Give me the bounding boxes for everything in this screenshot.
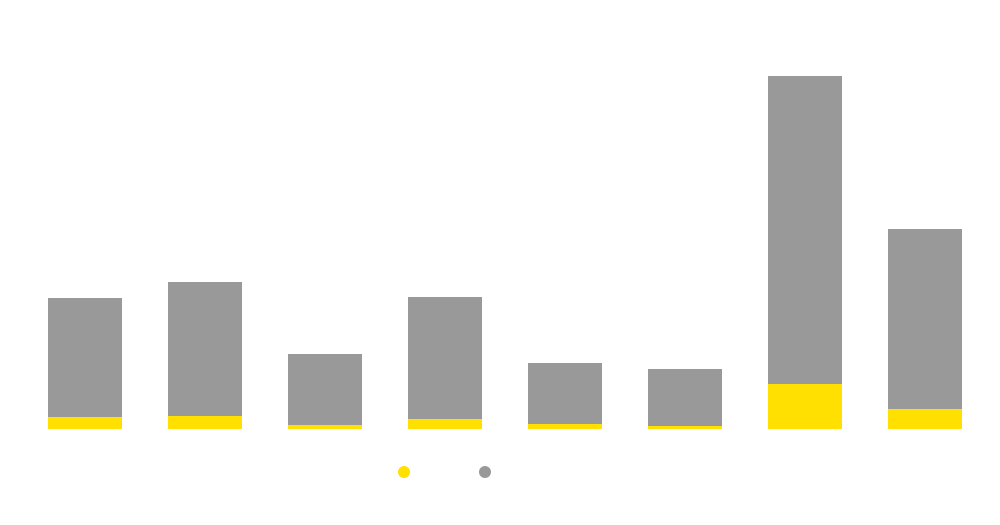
legend-marker-series1[interactable] [398,466,410,478]
bar-segment-series1-6 [648,426,722,429]
bar-segment-series2-2 [168,282,242,416]
bar-segment-series1-8 [888,409,962,429]
bar-segment-series2-3 [288,354,362,425]
bar-segment-series1-1 [48,417,122,429]
bar-segment-series1-7 [768,384,842,429]
bar-segment-series2-8 [888,229,962,409]
bar-segment-series2-5 [528,363,602,424]
bar-segment-series2-6 [648,369,722,426]
bar-segment-series2-1 [48,298,122,417]
legend-marker-series2[interactable] [479,466,491,478]
bar-segment-series2-7 [768,76,842,384]
bar-segment-series1-2 [168,416,242,429]
bar-segment-series1-5 [528,424,602,429]
bar-segment-series1-3 [288,425,362,429]
bar-segment-series2-4 [408,297,482,419]
bar-segment-series1-4 [408,419,482,429]
